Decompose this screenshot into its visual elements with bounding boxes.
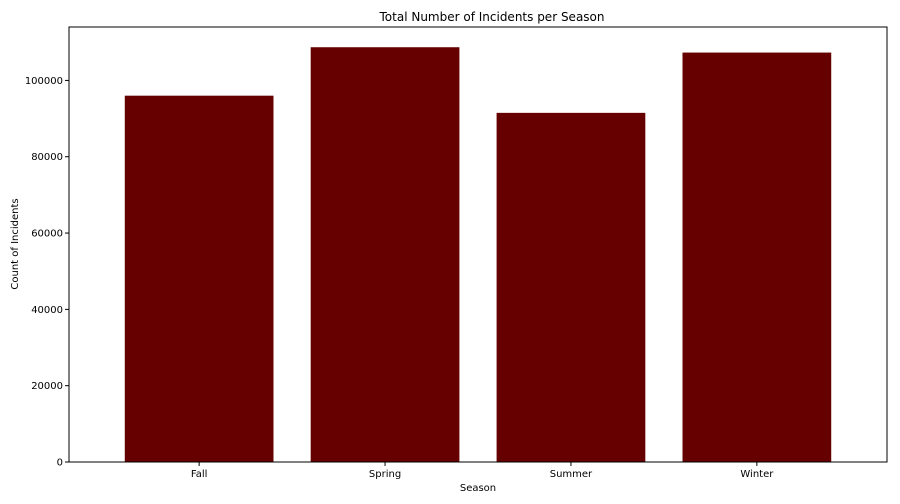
bar-summer [496, 112, 646, 463]
x-tick-label-spring: Spring [369, 469, 401, 480]
chart-title: Total Number of Incidents per Season [379, 10, 605, 24]
y-tick-label-100000: 100000 [25, 76, 63, 87]
bar-fall [124, 95, 274, 463]
bar-spring [310, 47, 460, 462]
x-axis-label: Season [460, 483, 496, 494]
y-tick-label-0: 0 [57, 458, 63, 469]
y-tick-label-60000: 60000 [31, 229, 63, 240]
x-tick-label-winter: Winter [740, 469, 774, 480]
plot-area [124, 47, 832, 463]
y-tick-label-20000: 20000 [31, 381, 63, 392]
y-axis-label: Count of Incidents [10, 198, 21, 289]
bar-winter [682, 52, 832, 462]
plot-frame [68, 26, 888, 463]
x-tick-label-summer: Summer [550, 469, 593, 480]
y-tick-label-80000: 80000 [31, 152, 63, 163]
y-tick-label-40000: 40000 [31, 305, 63, 316]
x-tick-label-fall: Fall [191, 469, 208, 480]
